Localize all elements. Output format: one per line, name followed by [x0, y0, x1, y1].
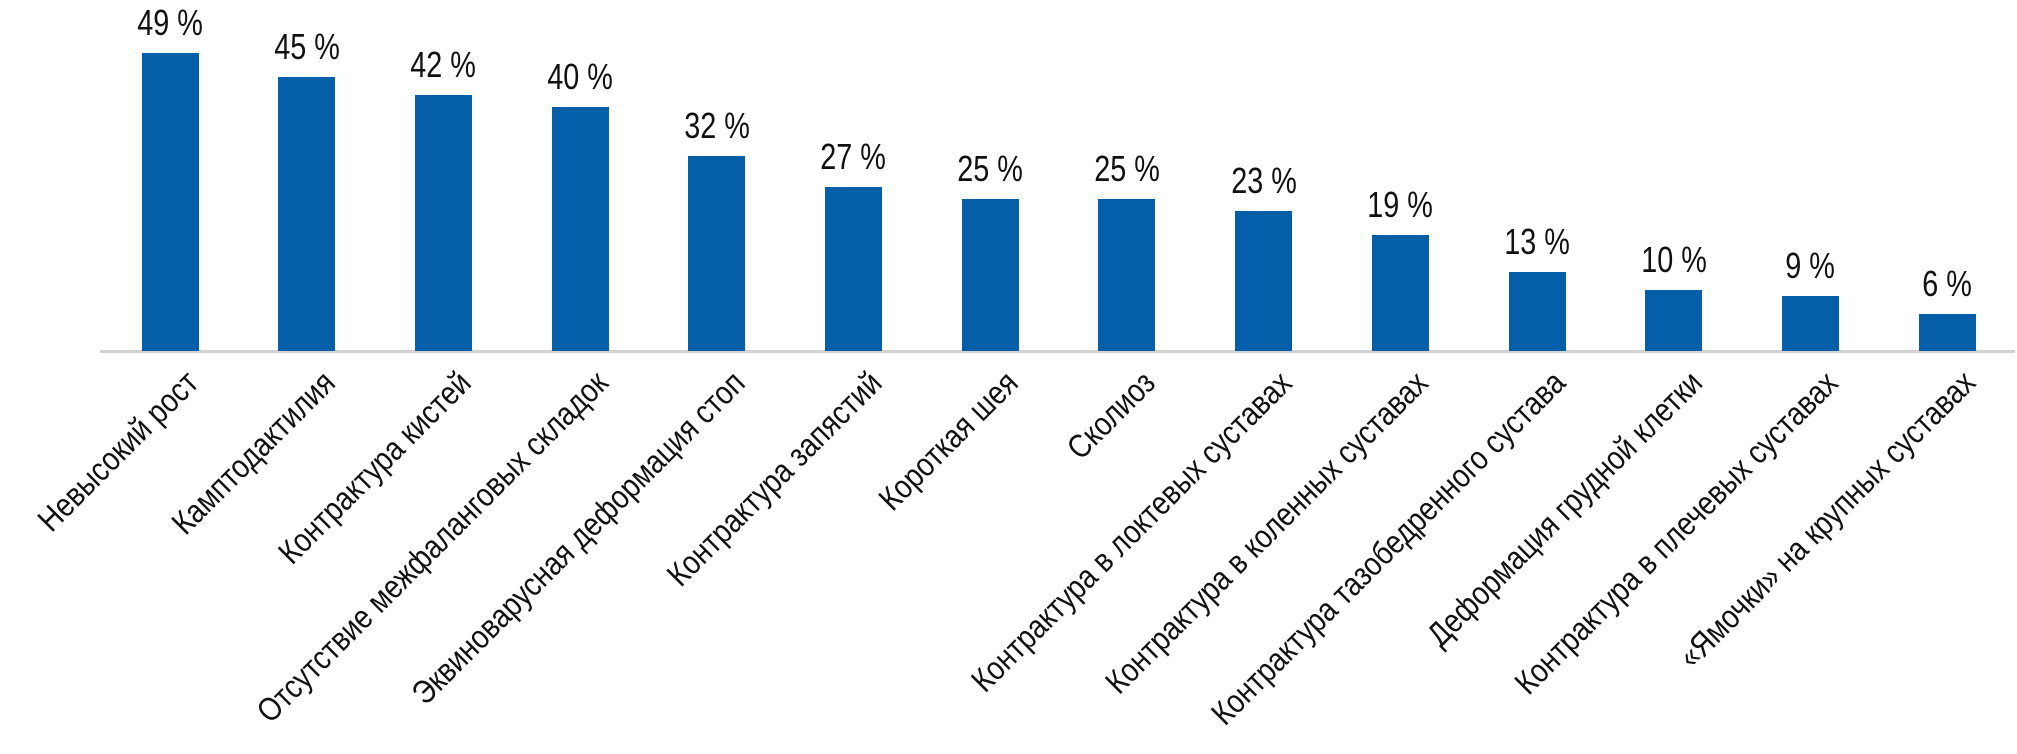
bar-value-label: 6 % — [1922, 263, 1972, 305]
bar-value-label: 32 % — [683, 105, 750, 147]
bar-value-label: 45 % — [273, 25, 340, 67]
bar — [414, 95, 472, 351]
bar-value-label: 42 % — [410, 44, 477, 86]
bar-value-label: 40 % — [547, 56, 613, 98]
bar-value-label: 27 % — [820, 135, 887, 177]
bar — [688, 156, 746, 351]
x-axis-line — [100, 350, 2015, 353]
bar-value-label: 49 % — [137, 1, 203, 43]
bar — [825, 186, 882, 351]
category-label: «Ямочки» на крупных суставах — [1670, 363, 1982, 676]
bar-value-label: 9 % — [1785, 245, 1836, 287]
bar-value-label: 25 % — [957, 147, 1024, 189]
bar-value-label: 25 % — [1094, 147, 1160, 189]
bar-value-label: 10 % — [1640, 239, 1707, 281]
bar — [961, 198, 1019, 351]
bar — [1781, 296, 1839, 351]
bar — [551, 107, 609, 351]
bar — [1098, 198, 1156, 351]
bar — [1371, 235, 1429, 351]
bar — [1645, 290, 1703, 351]
bar-value-label: 13 % — [1504, 220, 1570, 262]
bar — [1508, 271, 1566, 351]
bar — [278, 76, 336, 351]
bar — [141, 52, 199, 351]
bar-value-label: 19 % — [1367, 184, 1434, 226]
bar-value-label: 23 % — [1230, 159, 1297, 201]
bar — [1918, 314, 1976, 351]
bar — [1235, 210, 1293, 351]
